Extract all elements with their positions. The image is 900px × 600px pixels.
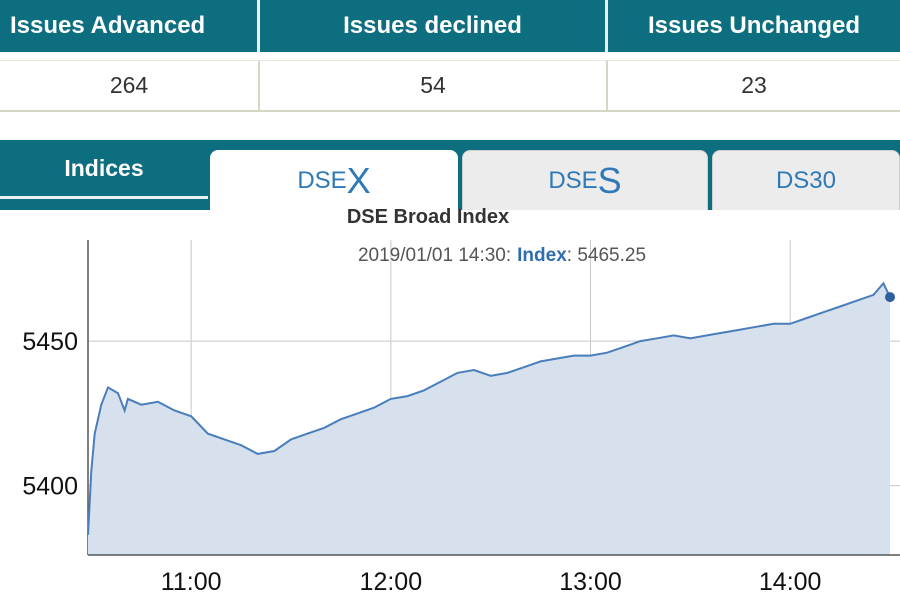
x-tick-label: 13:00 [559,568,622,596]
x-tick-label: 14:00 [759,568,822,596]
indices-underline [0,196,208,199]
x-tick-label: 11:00 [161,568,222,596]
tab-ds30[interactable]: DS30 [712,150,900,210]
y-tick-label: 5400 [22,473,78,501]
tab-dsex-suffix: X [346,160,371,201]
issues-unchanged-header: Issues Unchanged [647,12,861,39]
issues-declined-value: 54 [260,61,608,110]
tooltip-date: 2019/01/01 14:30: [358,245,511,266]
y-tick-label: 5450 [22,328,78,356]
issues-advanced-value: 264 [0,61,260,110]
tab-dsex[interactable]: DSE X [210,150,458,212]
tab-dses[interactable]: DSE S [462,150,708,210]
hover-marker [885,292,896,303]
tab-dses-prefix: DSE [548,166,598,194]
tab-ds30-label: DS30 [775,166,837,194]
issues-advanced-header: Issues Advanced [0,0,260,52]
tab-dses-suffix: S [597,159,622,201]
market-stats-values: 264 54 23 [0,60,900,112]
indices-label: Indices [64,154,144,181]
tooltip-value: : 5465.25 [567,245,646,266]
issues-unchanged-value: 23 [741,72,767,98]
market-stats-header: Issues Advanced Issues declined Issues U… [0,0,900,52]
chart-title: DSE Broad Index [347,206,509,228]
tab-dsex-prefix: DSE [297,167,347,194]
issues-declined-header: Issues declined [260,0,608,52]
tooltip-series-label: Index [517,245,567,266]
chart-tooltip: 2019/01/01 14:30: Index: 5465.25 [358,245,646,266]
series-line [87,281,891,535]
x-tick-label: 12:00 [360,568,423,596]
series-area [88,283,890,555]
